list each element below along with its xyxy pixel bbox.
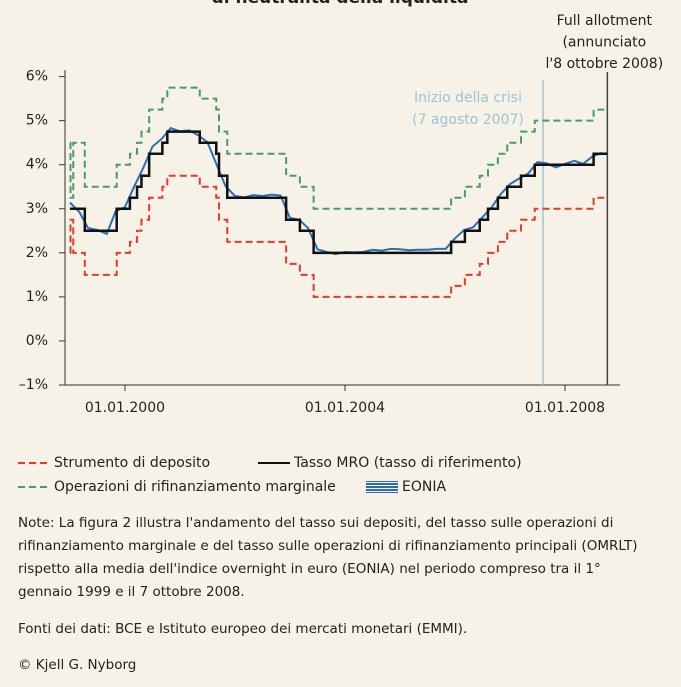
series-line [69,126,603,256]
y-tick-label: 5% [26,113,48,129]
series-line [69,174,608,298]
series-line [69,86,608,210]
y-tick-label: 1% [26,289,48,305]
chart-title: di neutralità della liquidità [212,0,469,8]
y-tick-label: 4% [26,157,48,173]
annotation-text: (annunciato [562,35,646,51]
notes: Note: La figura 2 illustra l'andamento d… [18,515,638,600]
legend-label: Operazioni di rifinanziamento marginale [54,479,336,495]
annotation-text: l'8 ottobre 2008) [545,56,663,72]
annotation-text: Inizio della crisi [414,90,522,106]
series-line [69,130,608,255]
x-tick-label: 01.01.2004 [305,400,385,416]
y-tick-label: 6% [26,69,48,85]
y-tick-label: 0% [26,333,48,349]
annotation-text: Full allotment [557,13,653,29]
x-tick-label: 01.01.2000 [85,400,165,416]
legend-label: Strumento di deposito [54,455,210,471]
y-tick-label: 3% [26,201,48,217]
legend-label: Tasso MRO (tasso di riferimento) [293,455,522,471]
legend-label: EONIA [402,479,446,495]
y-tick-label: 2% [26,245,48,261]
x-tick-label: 01.01.2008 [525,400,605,416]
copyright: © Kjell G. Nyborg [18,657,137,673]
sources: Fonti dei dati: BCE e Istituto europeo d… [18,621,468,637]
chart: di neutralità della liquidità –1% 0% 1% 2% 3… [18,0,663,495]
y-tick-label: –1% [19,377,48,393]
annotation-text: (7 agosto 2007) [412,112,524,128]
legend-swatch [366,481,398,493]
